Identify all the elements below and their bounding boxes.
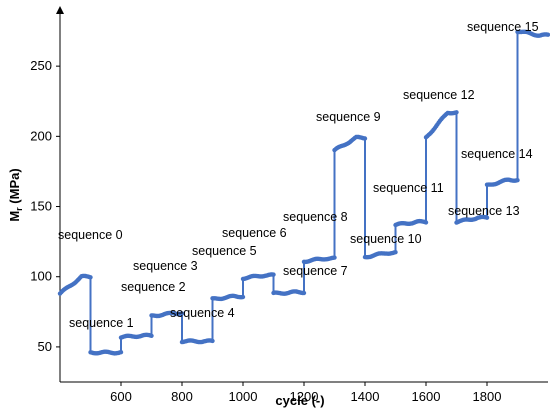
data-point xyxy=(301,290,307,296)
data-point xyxy=(362,136,368,141)
y-tick-label: 50 xyxy=(38,339,52,354)
y-ticks: 50 100 150 200 250 xyxy=(30,58,60,354)
x-ticks: 600 800 1000 1200 1400 1600 1800 xyxy=(110,382,501,404)
data-point xyxy=(240,294,246,300)
y-axis-title-subscript: r xyxy=(14,207,24,211)
sequence-label: sequence 3 xyxy=(133,259,198,273)
y-tick-label: 250 xyxy=(30,58,52,73)
sequence-label: sequence 10 xyxy=(350,232,422,246)
sequence-label: sequence 8 xyxy=(283,210,348,224)
x-tick-label: 600 xyxy=(110,389,132,404)
sequence-annotations: sequence 0 sequence 1 sequence 2 sequence 3… xyxy=(58,20,539,330)
data-point xyxy=(332,255,337,260)
sequence-label: sequence 14 xyxy=(461,147,533,161)
data-point xyxy=(393,250,398,255)
sequence-label: sequence 7 xyxy=(283,264,348,278)
data-point xyxy=(88,275,93,280)
data-point xyxy=(210,338,215,344)
data-point xyxy=(515,178,520,183)
data-point xyxy=(271,272,276,277)
sequence-label: sequence 12 xyxy=(403,88,475,102)
y-tick-label: 150 xyxy=(30,199,52,214)
x-tick-label: 1400 xyxy=(351,389,380,404)
sequence-label: sequence 6 xyxy=(222,226,287,240)
sequence-label: sequence 13 xyxy=(448,204,520,218)
sequence-label: sequence 5 xyxy=(192,244,257,258)
x-tick-label: 1800 xyxy=(473,389,502,404)
x-tick-label: 1200 xyxy=(290,389,319,404)
sequence-label: sequence 2 xyxy=(121,280,186,294)
sequence-label: sequence 1 xyxy=(69,316,134,330)
y-tick-label: 200 xyxy=(30,128,52,143)
y-axis-title-main: M xyxy=(7,211,22,222)
y-tick-label: 100 xyxy=(30,269,52,284)
sequence-label: sequence 15 xyxy=(467,20,539,34)
sequence-label: sequence 11 xyxy=(373,181,444,195)
x-tick-label: 1600 xyxy=(412,389,441,404)
svg-text:Mr (MPa): Mr (MPa) xyxy=(7,168,24,221)
series-line xyxy=(57,29,550,356)
sequence-label: sequence 9 xyxy=(316,110,381,124)
data-point xyxy=(423,220,429,225)
data-point xyxy=(545,32,550,37)
x-axis-title: cycle (-) xyxy=(275,393,324,408)
x-tick-label: 800 xyxy=(171,389,193,404)
y-axis-title-unit: (MPa) xyxy=(7,168,22,207)
x-tick-label: 1000 xyxy=(229,389,258,404)
data-point xyxy=(149,333,154,338)
y-axis-title: Mr (MPa) xyxy=(7,168,24,221)
data-point xyxy=(179,311,185,316)
data-point xyxy=(454,110,459,115)
sequence-label: sequence 0 xyxy=(58,228,123,242)
sequence-label: sequence 4 xyxy=(170,306,235,320)
data-point xyxy=(484,215,490,220)
series-polyline xyxy=(59,30,549,355)
data-point xyxy=(118,350,124,355)
